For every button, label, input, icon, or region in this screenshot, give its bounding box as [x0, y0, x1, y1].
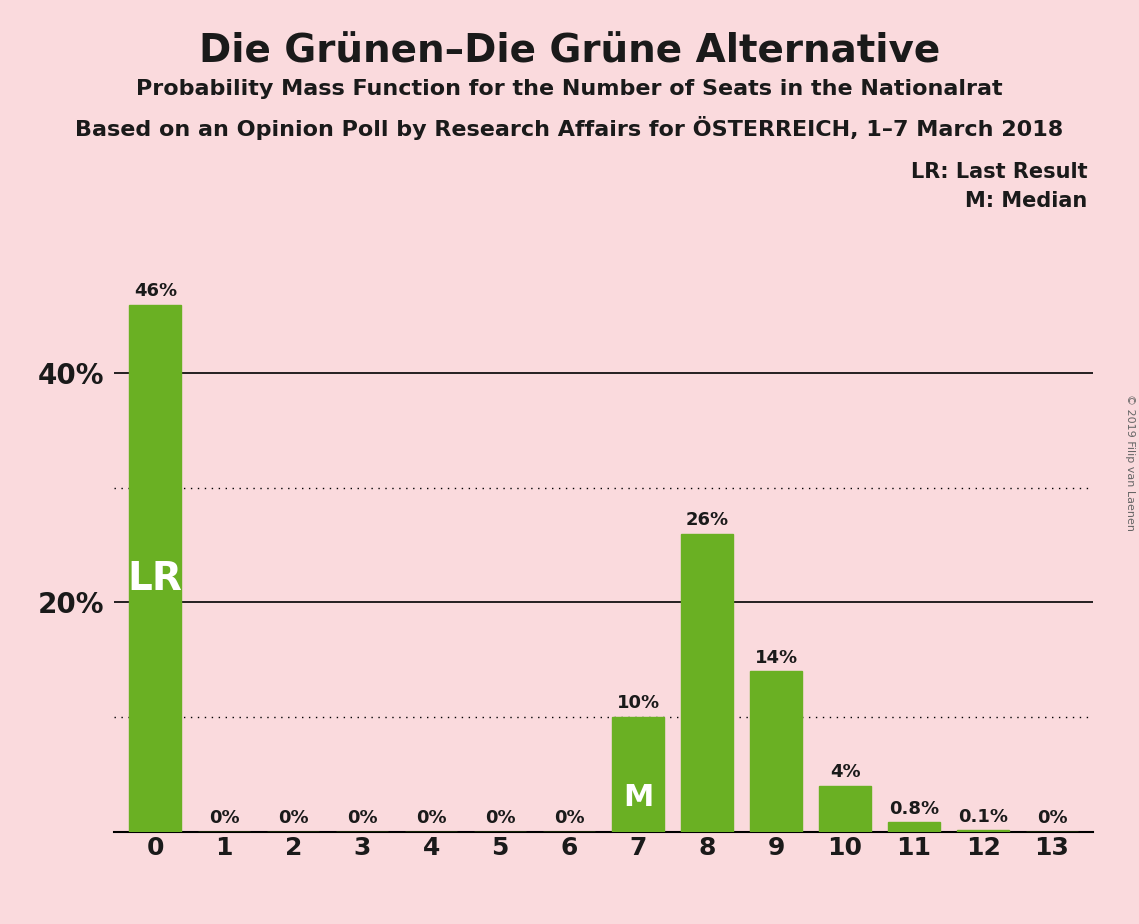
Bar: [888, 822, 940, 832]
Text: 10%: 10%: [616, 695, 659, 712]
Text: 0%: 0%: [1036, 809, 1067, 827]
Bar: [819, 785, 871, 832]
Text: LR: LR: [128, 560, 182, 598]
Text: 0%: 0%: [485, 809, 516, 827]
Text: LR: Last Result: LR: Last Result: [911, 162, 1088, 182]
Text: Based on an Opinion Poll by Research Affairs for ÖSTERREICH, 1–7 March 2018: Based on an Opinion Poll by Research Aff…: [75, 116, 1064, 140]
Text: 0.1%: 0.1%: [958, 808, 1008, 826]
Text: 4%: 4%: [830, 763, 860, 781]
Bar: [751, 671, 802, 832]
Text: 0%: 0%: [347, 809, 377, 827]
Text: Probability Mass Function for the Number of Seats in the Nationalrat: Probability Mass Function for the Number…: [137, 79, 1002, 99]
Text: 26%: 26%: [686, 511, 729, 529]
Text: 46%: 46%: [133, 282, 177, 300]
Text: Die Grünen–Die Grüne Alternative: Die Grünen–Die Grüne Alternative: [199, 32, 940, 70]
Text: 0%: 0%: [416, 809, 446, 827]
Text: M: Median: M: Median: [966, 191, 1088, 212]
Text: M: M: [623, 783, 654, 811]
Bar: [681, 534, 734, 832]
Bar: [613, 717, 664, 832]
Text: 0%: 0%: [208, 809, 239, 827]
Text: 14%: 14%: [754, 649, 797, 666]
Text: 0.8%: 0.8%: [890, 800, 940, 818]
Bar: [130, 305, 181, 832]
Text: 0%: 0%: [554, 809, 584, 827]
Bar: [957, 831, 1009, 832]
Text: © 2019 Filip van Laenen: © 2019 Filip van Laenen: [1125, 394, 1134, 530]
Text: 0%: 0%: [278, 809, 309, 827]
